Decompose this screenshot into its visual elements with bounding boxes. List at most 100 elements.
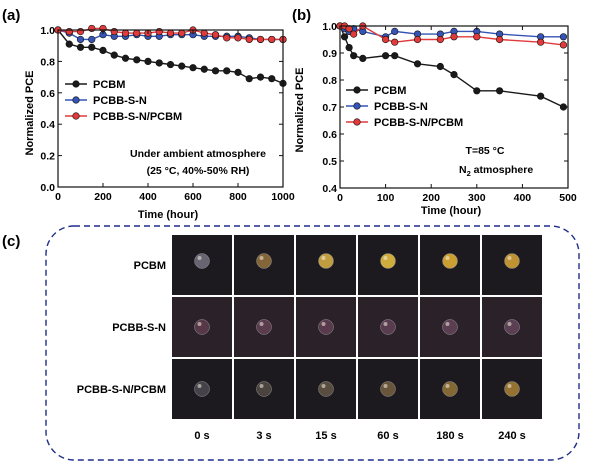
x-tick-label: 300 bbox=[468, 192, 486, 204]
droplet bbox=[380, 381, 396, 397]
droplet-highlight bbox=[445, 384, 450, 388]
chart-panel-b: (b) Normalized PCE Time (hour) T=85 °C N… bbox=[292, 7, 577, 217]
data-point-pcbm bbox=[537, 92, 545, 100]
droplet-highlight bbox=[383, 384, 388, 388]
y-tick-label: 0.0 bbox=[40, 182, 55, 194]
x-tick-label: 1000 bbox=[271, 191, 295, 203]
y-tick-label: 0.5 bbox=[322, 156, 337, 168]
droplet bbox=[318, 253, 334, 269]
y-tick-label: 0.8 bbox=[322, 75, 337, 87]
note-b-rest: atmosphere bbox=[471, 164, 534, 176]
data-point-pcbb-s-n-pcbm bbox=[413, 35, 422, 44]
x-tick-label: 600 bbox=[184, 191, 202, 203]
data-point-pcbm bbox=[391, 52, 399, 60]
data-point-pcbb-s-n-pcbm bbox=[223, 34, 231, 42]
legend-marker bbox=[72, 112, 80, 120]
data-point-pcbb-s-n-pcbm bbox=[268, 35, 276, 44]
data-point-pcbb-s-n-pcbm bbox=[473, 33, 481, 41]
droplet bbox=[504, 253, 520, 269]
data-point-pcbm bbox=[121, 54, 130, 62]
y-tick-label: 1.0 bbox=[40, 25, 55, 37]
droplet bbox=[504, 381, 520, 397]
droplet-highlight bbox=[197, 256, 202, 260]
data-point-pcbb-s-n-pcbm bbox=[110, 27, 118, 36]
time-label: 240 s bbox=[498, 430, 526, 442]
ylabel-b: Normalized PCE bbox=[294, 68, 306, 153]
droplet-highlight bbox=[507, 384, 512, 388]
data-point-pcbm bbox=[359, 54, 367, 63]
y-tick-label: 0.4 bbox=[322, 183, 337, 195]
droplet bbox=[380, 319, 396, 335]
data-point-pcbm bbox=[110, 51, 118, 59]
droplet-highlight bbox=[445, 256, 450, 260]
droplet bbox=[256, 253, 272, 269]
ylabel-a: Normalized PCE bbox=[24, 71, 36, 156]
droplet-highlight bbox=[507, 256, 512, 260]
droplet-highlight bbox=[321, 256, 326, 260]
droplet bbox=[194, 381, 210, 397]
xlabel-b: Time (hour) bbox=[421, 205, 482, 217]
dashed-frame bbox=[45, 225, 580, 461]
data-point-pcbm bbox=[211, 67, 220, 75]
legend-label: PCBM bbox=[93, 79, 125, 91]
legend-label: PCBM bbox=[374, 85, 406, 97]
legend-label: PCBB-S-N bbox=[374, 101, 428, 113]
note-b-subscript: 2 bbox=[467, 169, 471, 178]
droplet-highlight bbox=[197, 384, 202, 388]
legend-marker bbox=[353, 86, 361, 94]
data-point-pcbb-s-n-pcbm bbox=[450, 33, 458, 41]
panel-tag-a: (a) bbox=[2, 7, 20, 24]
time-label: 0 s bbox=[194, 430, 209, 442]
droplet bbox=[442, 253, 458, 269]
plot-frame bbox=[57, 29, 284, 188]
data-point-pcbb-s-n bbox=[76, 35, 85, 44]
time-label: 3 s bbox=[256, 430, 271, 442]
chart-panel-a: (a) Normalized PCE Time (hour) Under amb… bbox=[2, 7, 295, 221]
data-point-pcbm bbox=[496, 87, 504, 95]
droplet-highlight bbox=[197, 322, 202, 326]
data-point-pcbm bbox=[350, 52, 358, 60]
data-point-pcbm bbox=[340, 33, 349, 41]
legend-label: PCBB-S-N bbox=[93, 95, 147, 107]
droplet bbox=[194, 319, 210, 335]
droplet bbox=[442, 319, 458, 335]
legend-marker bbox=[353, 118, 361, 126]
data-point-pcbb-s-n-pcbm bbox=[155, 27, 163, 36]
droplet-highlight bbox=[259, 322, 264, 326]
note-a-line1: Under ambient atmosphere bbox=[130, 148, 266, 160]
data-point-pcbb-s-n-pcbm bbox=[211, 31, 220, 39]
legend-marker bbox=[72, 96, 80, 104]
legend-marker bbox=[353, 102, 361, 110]
data-point-pcbm bbox=[256, 73, 265, 81]
data-point-pcbm bbox=[65, 40, 73, 48]
data-point-pcbb-s-n-pcbm bbox=[234, 34, 242, 42]
data-point-pcbm bbox=[144, 57, 152, 66]
legend-marker bbox=[72, 80, 80, 88]
droplet-highlight bbox=[507, 322, 512, 326]
time-label: 180 s bbox=[436, 430, 464, 442]
data-point-pcbb-s-n-pcbm bbox=[88, 24, 96, 33]
x-tick-label: 100 bbox=[377, 192, 395, 204]
droplet bbox=[442, 381, 458, 397]
droplet-highlight bbox=[383, 322, 388, 326]
data-point-pcbb-s-n-pcbm bbox=[350, 30, 358, 38]
data-point-pcbm bbox=[133, 56, 141, 64]
y-tick-label: 0.2 bbox=[40, 151, 55, 163]
note-b-line1: T=85 °C bbox=[466, 145, 505, 157]
data-point-pcbb-s-n-pcbm bbox=[166, 29, 175, 37]
xlabel-a: Time (hour) bbox=[138, 209, 199, 221]
note-b-line2: N2 atmosphere bbox=[459, 164, 533, 178]
row-label: PCBB-S-N bbox=[112, 322, 166, 334]
legend-label: PCBB-S-N/PCBM bbox=[93, 111, 182, 123]
data-point-pcbm bbox=[413, 60, 422, 68]
data-point-pcbm bbox=[189, 64, 197, 72]
note-b-n: N bbox=[459, 164, 467, 176]
data-point-pcbb-s-n-pcbm bbox=[559, 41, 568, 49]
droplet bbox=[256, 319, 272, 335]
data-point-pcbm bbox=[450, 70, 458, 79]
droplet-highlight bbox=[321, 322, 326, 326]
droplet bbox=[318, 381, 334, 397]
data-point-pcbm bbox=[200, 65, 208, 73]
droplet-highlight bbox=[321, 384, 326, 388]
y-tick-label: 0.7 bbox=[322, 102, 337, 114]
